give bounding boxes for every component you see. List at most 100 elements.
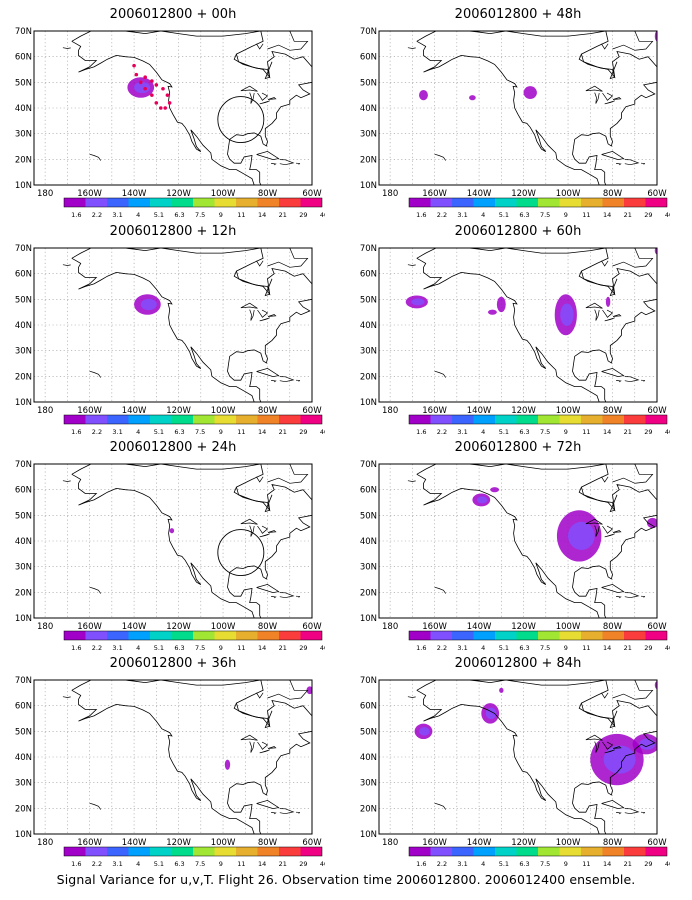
island-outline (271, 812, 277, 815)
coastline (416, 464, 657, 618)
colorbar-label: 5.1 (154, 860, 164, 868)
island-outline (601, 476, 609, 483)
colorbar-swatch (559, 847, 581, 856)
colorbar-label: 5.1 (499, 428, 509, 436)
colorbar-label: 11 (237, 860, 245, 868)
panel-title: 2006012800 + 00h (109, 7, 237, 22)
lon-label: 120W (511, 189, 536, 199)
lon-label: 80W (603, 189, 623, 199)
lon-label: 80W (603, 622, 623, 632)
coastline (416, 257, 600, 402)
lat-label: 20N (15, 804, 32, 814)
colorbar-label: 11 (237, 644, 245, 652)
colorbar-swatch (171, 415, 193, 424)
map: 70N 60N 50N 40N 30N 20N 10N 180 160W 140W 120W 100W… (15, 676, 322, 848)
lake-outline (604, 317, 615, 322)
lon-label: 140W (122, 406, 147, 416)
colorbar-label: 3.1 (457, 860, 467, 868)
lat-label: 40N (15, 753, 32, 763)
colorbar-label: 1.6 (416, 211, 426, 219)
map-frame (33, 679, 313, 835)
lake-outline (249, 92, 255, 104)
colorbar-swatch (624, 198, 646, 207)
lon-label: 80W (258, 838, 278, 848)
island-outline (271, 596, 277, 599)
island-outline (267, 680, 309, 700)
lon-label: 160W (422, 406, 447, 416)
island-outline (89, 802, 101, 810)
lat-label: 10N (15, 614, 32, 624)
colorbar-label: 6.3 (174, 428, 184, 436)
colorbar-frame (63, 197, 323, 208)
lake-outline (240, 85, 258, 92)
colorbar-swatch (645, 415, 667, 424)
lon-label: 140W (122, 622, 147, 632)
colorbar-label: 4 (136, 211, 140, 219)
island-outline (612, 464, 654, 484)
island-outline (279, 808, 295, 815)
island-outline (161, 676, 183, 677)
colorbar-swatch (602, 415, 624, 424)
colorbar-swatch (538, 631, 560, 640)
colorbar-label: 1.6 (416, 644, 426, 652)
colorbar-label: 1.6 (71, 860, 81, 868)
lake-outline (594, 525, 600, 537)
colorbar-label: 29 (299, 644, 307, 652)
lat-label: 60N (15, 270, 32, 280)
observation-point (167, 101, 172, 105)
island-outline (89, 586, 101, 594)
lon-label: 140W (467, 406, 492, 416)
island-outline (407, 696, 416, 698)
colorbar-label: 11 (582, 211, 590, 219)
island-outline (616, 163, 622, 166)
colorbar-frame (63, 630, 323, 641)
variance-region-core (419, 727, 430, 736)
colorbar-label: 3.1 (112, 211, 122, 219)
lake-outline (240, 518, 258, 525)
lon-label: 60W (647, 622, 667, 632)
lake-outline (259, 749, 270, 754)
coastline (578, 270, 618, 297)
colorbar: 1.6 2.2 3.1 4 5.1 6.3 7.5 9 11 14 21 29 40 (63, 414, 325, 436)
colorbar-swatch (150, 631, 172, 640)
lat-label: 40N (360, 321, 377, 331)
colorbar: 1.6 2.2 3.1 4 5.1 6.3 7.5 9 11 14 21 29 40 (408, 414, 670, 436)
lat-label: 20N (15, 155, 32, 165)
colorbar-label: 14 (603, 211, 611, 219)
lat-label: 70N (15, 460, 32, 470)
colorbar-label: 21 (624, 860, 632, 868)
island-outline (624, 592, 640, 599)
map: 70N 60N 50N 40N 30N 20N 10N 180 160W 140W 120W 100W… (360, 676, 667, 848)
lat-label: 20N (15, 588, 32, 598)
island-outline (295, 595, 301, 598)
coastline (578, 486, 618, 513)
island-outline (279, 159, 295, 166)
colorbar: 1.6 2.2 3.1 4 5.1 6.3 7.5 9 11 14 21 29 40 (63, 197, 325, 219)
island-outline (624, 808, 640, 815)
island-outline (434, 802, 446, 810)
map-panel: 2006012800 + 12h 70N 60N 50N 40N 30N 20N 10N 180… (8, 222, 338, 438)
map-panel: 2006012800 + 24h 70N 60N 50N 40N 30N 20N 10N 180… (8, 438, 338, 654)
colorbar-label: 40 (320, 211, 325, 219)
colorbar-swatch (150, 415, 172, 424)
island-outline (601, 368, 625, 377)
colorbar-swatch (645, 631, 667, 640)
lon-label: 120W (511, 406, 536, 416)
lat-label: 30N (360, 347, 377, 357)
coastline (416, 248, 657, 402)
colorbar: 1.6 2.2 3.1 4 5.1 6.3 7.5 9 11 14 21 29 40 (408, 846, 670, 868)
colorbar-label: 7.5 (540, 211, 550, 219)
colorbar-swatch (559, 415, 581, 424)
colorbar-label: 21 (279, 644, 287, 652)
variance-region (169, 528, 175, 534)
lake-outline (602, 92, 614, 101)
lon-label: 180 (382, 189, 398, 199)
colorbar-label: 29 (644, 428, 652, 436)
island-outline (295, 811, 301, 814)
map: 70N 60N 50N 40N 30N 20N 10N 180 160W 140W 120W 100W… (15, 27, 322, 199)
colorbar: 1.6 2.2 3.1 4 5.1 6.3 7.5 9 11 14 21 29 40 (408, 197, 670, 219)
island-outline (161, 244, 183, 245)
colorbar-swatch (495, 847, 517, 856)
colorbar-swatch (64, 631, 86, 640)
colorbar-label: 5.1 (154, 428, 164, 436)
